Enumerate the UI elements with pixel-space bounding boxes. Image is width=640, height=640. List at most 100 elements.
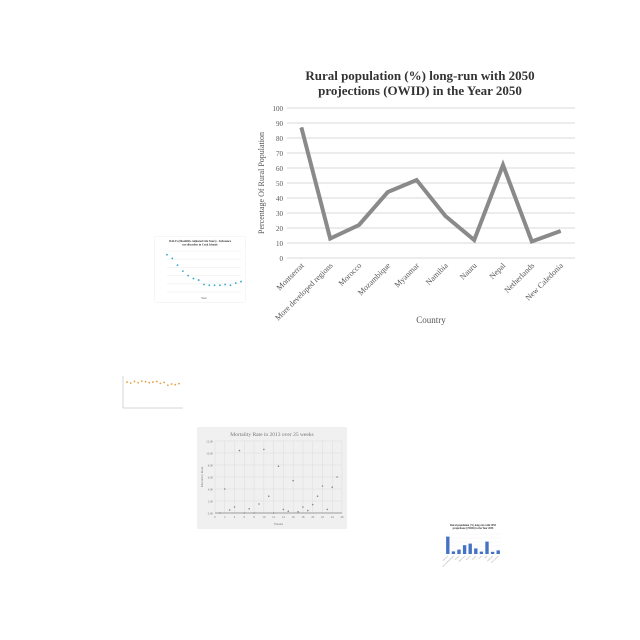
x-tick-label: 26 xyxy=(341,515,345,519)
bar-thumbnail-chart: Rural population (%) long-run with 2050 p… xyxy=(437,520,503,582)
data-point xyxy=(223,488,226,490)
x-tick-label: New Caledonia xyxy=(491,555,500,564)
main-rural-chart: Rural population (%) long-run with 2050 p… xyxy=(250,60,590,340)
x-tick-label: Montserrat xyxy=(443,555,450,562)
y-tick-label: 20 xyxy=(276,225,284,233)
x-tick-label: Namibia xyxy=(472,555,478,561)
data-point xyxy=(243,512,246,514)
data-point xyxy=(187,274,190,277)
bar xyxy=(446,536,450,554)
x-tick-label: 24 xyxy=(331,515,335,519)
data-point xyxy=(166,253,168,256)
x-tick-label: 0 xyxy=(214,515,216,519)
data-point xyxy=(292,479,294,482)
y-tick-label: 30 xyxy=(276,210,284,218)
y-tick-label: 12.00 xyxy=(206,440,213,444)
data-point xyxy=(302,506,304,508)
data-point xyxy=(336,476,338,478)
y-tick-label: 80 xyxy=(276,135,284,143)
bar xyxy=(485,541,489,554)
data-point xyxy=(253,512,255,514)
data-point xyxy=(152,381,154,383)
data-point xyxy=(178,382,180,385)
dalys-thumbnail-chart: DALYs (Disability-Adjusted Life Years) -… xyxy=(155,237,245,302)
chart-title: Rural population (%) long-run with 2050 p… xyxy=(305,68,534,98)
data-point xyxy=(171,257,174,260)
data-point xyxy=(233,506,236,508)
data-point xyxy=(387,191,389,193)
dalys-thumbnail-chart-svg: DALYs (Disability-Adjusted Life Years) -… xyxy=(166,240,242,300)
x-tick-label: 4 xyxy=(234,515,236,519)
y-axis-label: Percentage Of Rural Population xyxy=(257,132,266,234)
orange-thumbnail-chart-svg xyxy=(122,376,183,409)
data-point xyxy=(129,382,132,384)
chart-title: Rural population (%) long-run with 2050 p… xyxy=(450,524,496,530)
x-axis-label: Year xyxy=(201,296,207,300)
x-tick-label: 8 xyxy=(253,515,255,519)
y-tick-label: 4.00 xyxy=(208,488,214,492)
data-point xyxy=(444,215,446,217)
data-point xyxy=(197,279,200,281)
y-tick-label: 70 xyxy=(276,150,284,158)
data-point xyxy=(258,503,260,505)
data-point xyxy=(148,381,151,384)
x-axis-label: Weeks xyxy=(274,522,284,526)
data-point xyxy=(181,270,184,273)
x-tick-label: Nepal xyxy=(488,261,508,281)
data-point xyxy=(176,264,179,267)
data-point xyxy=(163,381,166,384)
x-tick-label: 22 xyxy=(321,515,325,519)
series-line xyxy=(299,126,562,245)
x-tick-label: 18 xyxy=(301,515,305,519)
data-point xyxy=(137,381,140,384)
data-point xyxy=(208,284,211,287)
data-point xyxy=(300,127,302,128)
data-point xyxy=(170,383,173,385)
data-point xyxy=(277,465,280,467)
data-point xyxy=(311,503,314,506)
data-point xyxy=(267,495,270,497)
data-point xyxy=(326,508,329,511)
bar xyxy=(462,545,467,554)
orange-thumbnail-chart xyxy=(115,368,187,413)
data-point xyxy=(331,486,334,488)
data-point xyxy=(234,282,237,284)
main-rural-chart-svg: Rural population (%) long-run with 2050 p… xyxy=(257,68,575,325)
x-tick-label: Nauru xyxy=(478,555,482,559)
x-tick-label: 16 xyxy=(292,515,296,519)
x-tick-label: Nauru xyxy=(458,261,479,282)
data-point xyxy=(140,380,143,383)
y-tick-label: 6.00 xyxy=(208,476,214,480)
data-point xyxy=(126,381,128,383)
x-tick-label: 10 xyxy=(262,515,266,519)
y-tick-label: 10.00 xyxy=(206,452,213,456)
data-point xyxy=(416,179,418,181)
y-tick-label: 0 xyxy=(280,255,284,263)
data-point xyxy=(203,283,205,286)
bar-thumbnail-chart-svg: Rural population (%) long-run with 2050 p… xyxy=(442,524,501,568)
y-tick-label: 60 xyxy=(276,165,284,173)
data-point xyxy=(329,238,331,239)
y-tick-label: 40 xyxy=(276,195,284,203)
data-point xyxy=(228,509,231,511)
data-point xyxy=(192,277,195,280)
x-tick-label: Myanmar xyxy=(393,261,422,290)
chart-title: DALYs (Disability-Adjusted Life Years) -… xyxy=(169,240,232,247)
x-tick-label: 20 xyxy=(311,515,315,519)
bar xyxy=(479,551,484,554)
x-tick-label: Nepal xyxy=(484,555,488,559)
data-point xyxy=(282,508,285,511)
y-tick-label: 90 xyxy=(276,120,284,128)
x-axis-label: Country xyxy=(416,315,446,325)
y-axis-label: Mortality Rate xyxy=(200,466,204,487)
data-point xyxy=(174,383,177,386)
data-point xyxy=(229,284,232,287)
data-point xyxy=(213,284,216,287)
data-point xyxy=(560,230,562,232)
data-point xyxy=(502,164,504,166)
data-point xyxy=(166,384,169,387)
mortality-chart-svg: Mortality Rate in 2013 over 25 weeks 0.00… xyxy=(200,432,345,526)
data-point xyxy=(263,448,265,451)
bar xyxy=(474,548,478,554)
x-tick-label: Mozambique xyxy=(458,554,466,562)
